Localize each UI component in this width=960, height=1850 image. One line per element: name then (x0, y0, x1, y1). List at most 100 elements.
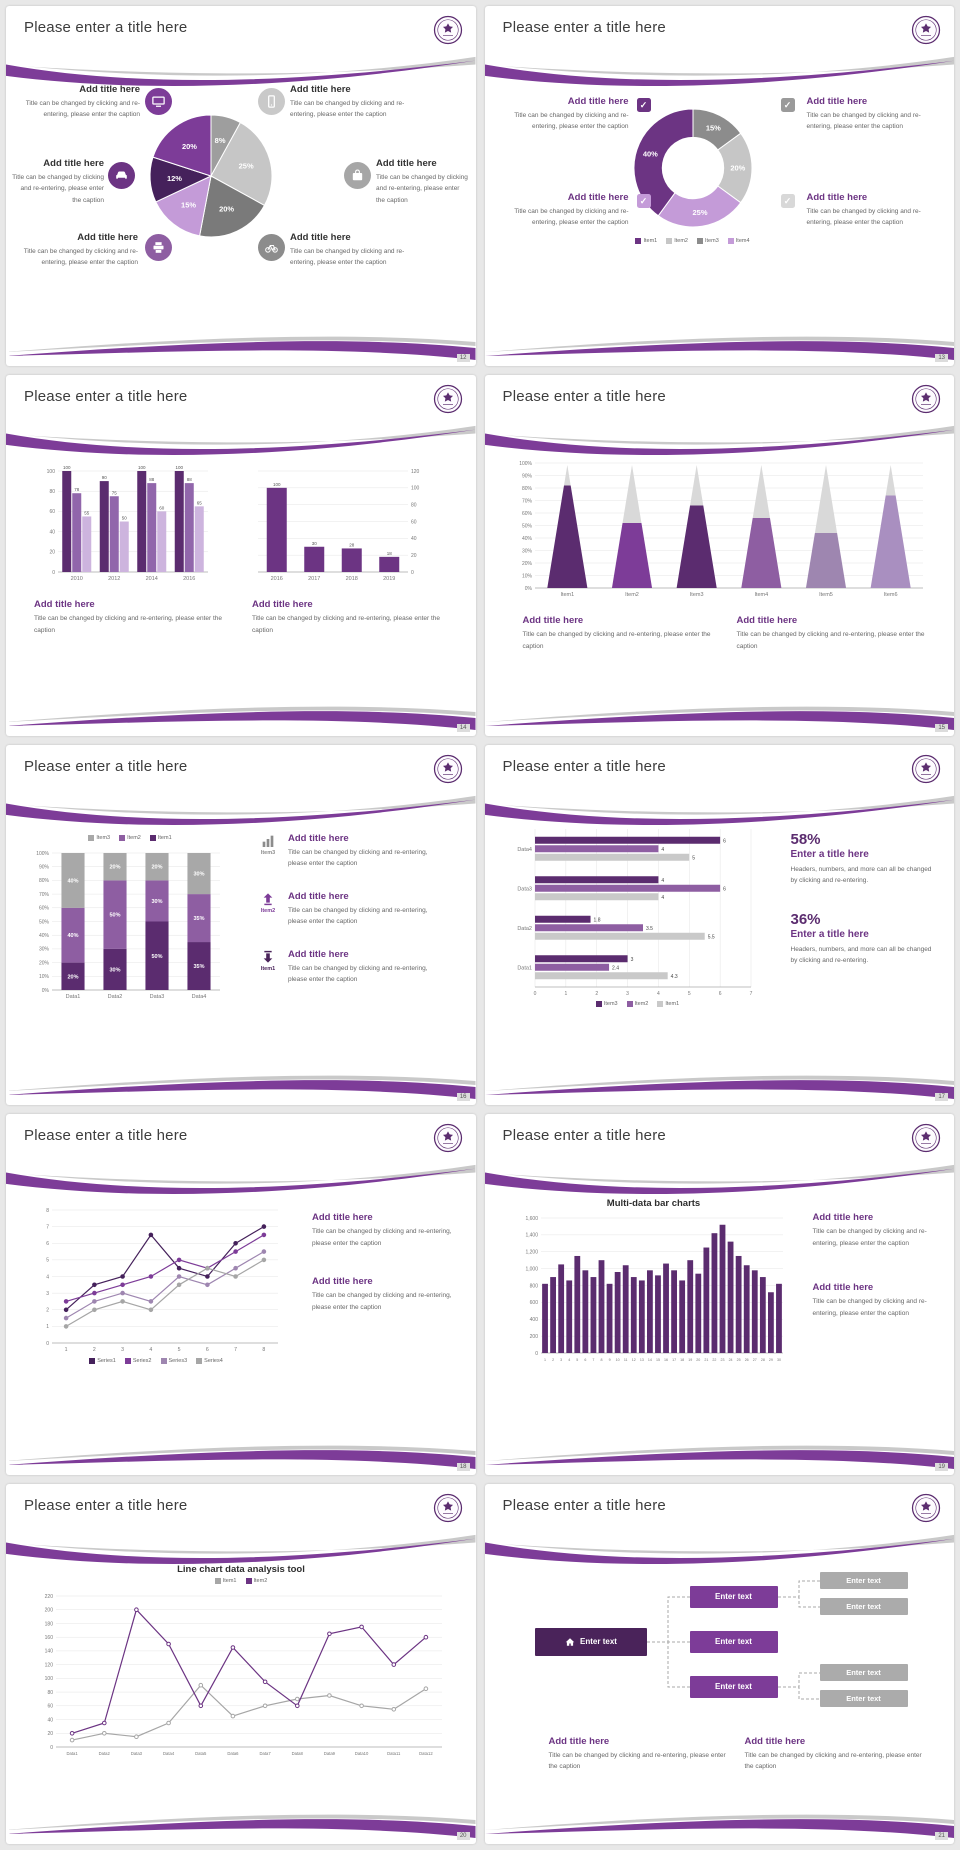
block-title: Add title here (34, 599, 95, 611)
svg-text:8: 8 (46, 1208, 49, 1214)
university-seal-logo (911, 754, 941, 784)
slide-13[interactable]: Please enter a title here 15% 20% 25% 40% I… (484, 6, 955, 367)
text-block: Add title here Title can be changed by c… (511, 192, 629, 229)
slide-18[interactable]: Please enter a title here 0 1 2 3 4 5 6 7 8 1 2 3 4 5… (6, 1114, 476, 1475)
slide-16[interactable]: Please enter a title here Item3 Item2 Item… (6, 744, 476, 1106)
svg-text:10%: 10% (39, 974, 50, 980)
phone-glyph (264, 94, 279, 109)
svg-text:4: 4 (661, 878, 664, 884)
svg-text:Data2: Data2 (108, 994, 123, 1000)
block-caption: Title can be changed by clicking and re-… (806, 208, 921, 227)
svg-text:10%: 10% (521, 574, 532, 580)
svg-text:2.4: 2.4 (612, 965, 619, 971)
page-number: 16 (456, 1093, 470, 1102)
svg-text:22: 22 (712, 1358, 716, 1362)
block-caption: Title can be changed by clicking and re-… (25, 100, 140, 119)
svg-text:4: 4 (661, 847, 664, 853)
legend-item: Series1 (89, 1358, 116, 1365)
svg-text:20%: 20% (521, 561, 532, 567)
text-block: Add title here Title can be changed by c… (745, 1736, 925, 1773)
svg-text:29: 29 (768, 1358, 772, 1362)
slide-20[interactable]: Please enter a title here Line chart dat… (6, 1483, 476, 1844)
slide-19[interactable]: Please enter a title here Multi-data bar… (484, 1114, 954, 1475)
svg-text:14: 14 (647, 1358, 651, 1362)
svg-text:100: 100 (63, 465, 71, 470)
svg-text:23: 23 (720, 1358, 724, 1362)
text-block: Add title here Title can be changed by c… (290, 84, 406, 121)
text-block: Add title here Title can be changed by c… (376, 158, 470, 206)
bicycle-glyph (264, 240, 279, 255)
svg-text:10: 10 (615, 1358, 619, 1362)
svg-text:Data1: Data1 (517, 965, 532, 971)
slide-15[interactable]: Please enter a title here 0% 10% 20% 30% 40%… (484, 375, 954, 736)
block-caption: Title can be changed by clicking and re-… (288, 964, 428, 984)
text-block: Add title here Title can be changed by c… (511, 96, 628, 133)
diagram-leaf-node: Enter text (819, 1571, 908, 1589)
diagram-leaf-node: Enter text (819, 1689, 908, 1707)
svg-text:100%: 100% (519, 461, 532, 467)
bottom-swoosh-decoration (485, 322, 955, 366)
slide-title: Please enter a title here (24, 1127, 188, 1145)
svg-text:3: 3 (46, 1291, 49, 1297)
legend-item: Item1 (635, 238, 657, 244)
down-arrow-icon: Item1 (254, 949, 282, 972)
svg-text:20: 20 (696, 1358, 700, 1362)
svg-text:19: 19 (688, 1358, 692, 1362)
text-block: Add title here Title can be changed by c… (20, 84, 140, 121)
page-number: 13 (935, 354, 948, 363)
svg-text:2010: 2010 (71, 576, 83, 582)
svg-text:2: 2 (46, 1308, 49, 1314)
svg-text:Data2: Data2 (517, 926, 532, 932)
svg-text:26: 26 (744, 1358, 748, 1362)
slide-17[interactable]: Please enter a title here 0 1 2 3 4 5 6 7 Data4 6… (484, 744, 954, 1106)
block-caption: Title can be changed by clicking and re-… (514, 208, 629, 227)
svg-text:90%: 90% (521, 474, 532, 480)
svg-text:28: 28 (349, 543, 355, 548)
svg-text:Data8: Data8 (292, 1751, 304, 1756)
mobile-phone-icon (258, 88, 285, 115)
svg-text:100: 100 (45, 1676, 54, 1682)
node-label: Enter text (580, 1637, 617, 1647)
block-caption: Title can be changed by clicking and re-… (23, 248, 138, 267)
svg-text:6: 6 (723, 886, 726, 892)
svg-text:3: 3 (626, 991, 629, 997)
slide-title: Please enter a title here (24, 19, 188, 36)
svg-text:30%: 30% (521, 549, 532, 555)
svg-text:15: 15 (655, 1358, 659, 1362)
block-title: Add title here (79, 84, 140, 95)
slide-12[interactable]: Please enter a title here 8% 25% 20% 15% 12%… (6, 6, 476, 367)
svg-text:5.5: 5.5 (707, 934, 714, 940)
svg-text:70%: 70% (521, 499, 532, 505)
page-number: 18 (456, 1462, 470, 1471)
block-title: Add title here (744, 1735, 806, 1747)
svg-text:40: 40 (411, 537, 417, 543)
svg-text:30%: 30% (193, 871, 204, 877)
svg-text:30: 30 (776, 1358, 780, 1362)
text-block: Add title here Title can be changed by c… (813, 1212, 939, 1249)
slide-14[interactable]: Please enter a title here 0 20 40 60 80 100 10… (6, 375, 476, 736)
home-icon (564, 1636, 576, 1648)
block-title: Add title here (312, 1276, 373, 1288)
svg-text:5: 5 (692, 855, 695, 861)
svg-text:40%: 40% (521, 536, 532, 542)
slide-21[interactable]: Please enter a title here Enter text En (484, 1483, 954, 1844)
diagram-child-node: Enter text (689, 1630, 778, 1653)
checkbox-icon: ✓ (780, 98, 795, 112)
block-title: Add title here (522, 615, 584, 627)
svg-text:1,600: 1,600 (525, 1216, 538, 1222)
page-number: 14 (456, 723, 470, 732)
svg-text:50%: 50% (521, 524, 532, 530)
line-chart: 0 1 2 3 4 5 6 7 8 1 2 3 4 5 6 7 8 (26, 1204, 286, 1356)
node-label: Enter text (846, 1693, 881, 1703)
block-title: Add title here (806, 96, 868, 107)
svg-text:35%: 35% (193, 916, 204, 922)
svg-text:Item4: Item4 (754, 592, 768, 598)
page-number: 20 (456, 1831, 470, 1840)
block-title: Add title here (806, 192, 868, 203)
svg-text:17: 17 (672, 1358, 676, 1362)
checkbox-icon: ✓ (636, 194, 651, 208)
slide-title: Please enter a title here (24, 388, 188, 406)
svg-text:2014: 2014 (146, 576, 158, 582)
university-seal-logo (911, 1493, 941, 1523)
bottom-swoosh-decoration (6, 322, 476, 366)
